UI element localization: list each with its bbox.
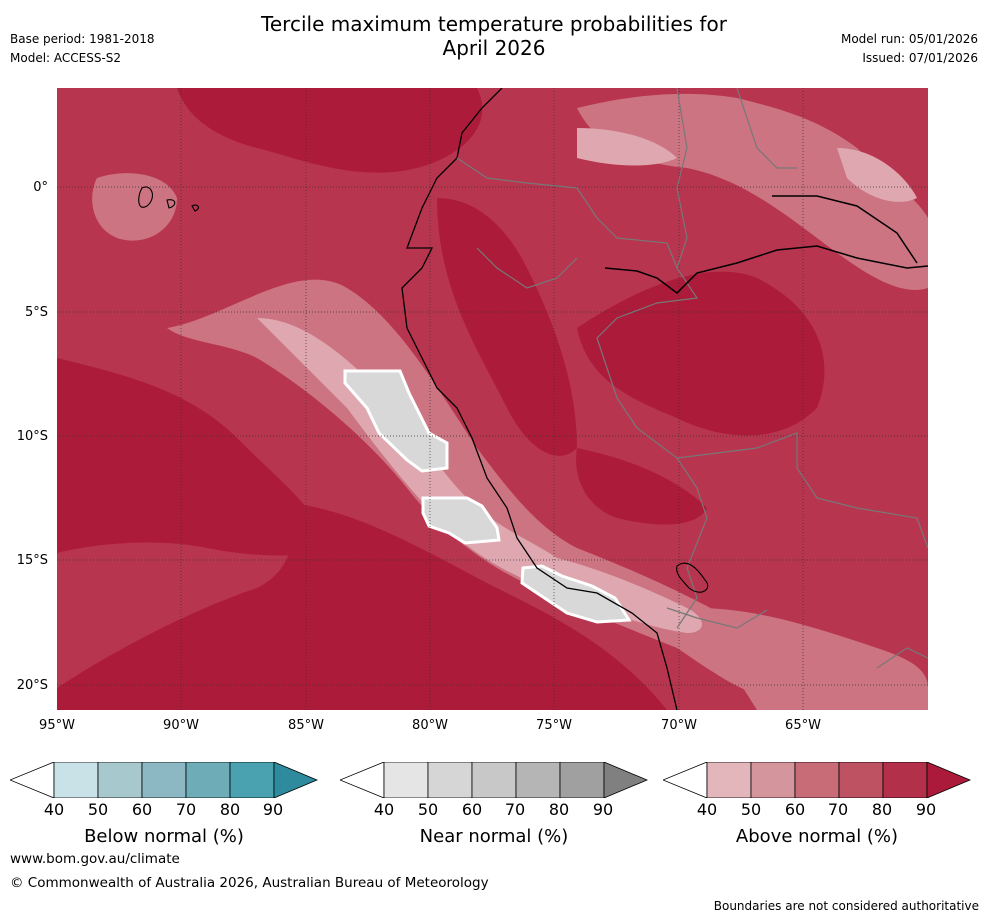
zone-near-normal-2	[421, 496, 501, 545]
zone-lighter-northeast	[577, 128, 917, 202]
zone-dark-ocean-south	[57, 503, 667, 710]
tick: 80	[871, 800, 893, 819]
tick: 40	[373, 800, 395, 819]
zone-dark-north	[177, 88, 483, 173]
zone-light-northeast	[577, 93, 928, 290]
colorbar-lower-extend	[340, 762, 385, 798]
zone-dark-andes	[437, 198, 577, 456]
tick: 60	[784, 800, 806, 819]
zone-near-normal-3	[520, 564, 632, 624]
lon-label-65w: 65°W	[785, 718, 821, 733]
map-title: Tercile maximum temperature probabilitie…	[0, 12, 988, 60]
meta-left: Base period: 1981-2018 Model: ACCESS-S2	[10, 30, 155, 68]
tick: 90	[915, 800, 937, 819]
lon-label-95w: 95°W	[39, 718, 75, 733]
colorbar-lower-extend	[10, 762, 55, 798]
colorbar-below-normal	[10, 762, 318, 798]
colorbar-above-normal	[663, 762, 971, 798]
disclaimer: Boundaries are not considered authoritat…	[713, 899, 979, 913]
tick: 70	[827, 800, 849, 819]
tick: 50	[417, 800, 439, 819]
colorbar-segment	[229, 762, 275, 798]
colorbar-lower-extend	[663, 762, 708, 798]
lon-label-85w: 85°W	[288, 718, 324, 733]
colorbar-upper-extend	[273, 762, 318, 798]
tick: 70	[175, 800, 197, 819]
tick: 60	[131, 800, 153, 819]
colorbar-near-normal	[340, 762, 648, 798]
lat-label-15s: 15°S	[16, 553, 48, 568]
lat-label-20s: 20°S	[16, 678, 48, 693]
tick: 50	[87, 800, 109, 819]
colorbar-segment	[882, 762, 928, 798]
colorbar-segment	[706, 762, 752, 798]
amazon-river	[604, 195, 928, 294]
lat-label-0: 0°	[33, 180, 48, 195]
website-link[interactable]: www.bom.gov.au/climate	[10, 851, 180, 867]
tick: 70	[504, 800, 526, 819]
colorbar-segment	[97, 762, 143, 798]
lat-label-10s: 10°S	[16, 429, 48, 444]
colorbar-upper-extend	[603, 762, 648, 798]
gridlines	[57, 88, 928, 710]
tick: 80	[548, 800, 570, 819]
base-period: Base period: 1981-2018	[10, 32, 155, 46]
title-line-1: Tercile maximum temperature probabilitie…	[261, 12, 727, 36]
title-line-2: April 2026	[442, 36, 546, 60]
meta-right: Model run: 05/01/2026 Issued: 07/01/2026	[841, 30, 978, 68]
colorbar-segment	[53, 762, 99, 798]
lake-titicaca	[676, 562, 709, 593]
colorbar-segment	[750, 762, 796, 798]
colorbar-segment	[427, 762, 473, 798]
zone-dark-bolivia	[576, 448, 707, 525]
colorbar-segment	[185, 762, 231, 798]
probability-map	[57, 88, 928, 710]
legend-title-above: Above normal (%)	[735, 826, 899, 847]
colorbar-segment	[515, 762, 561, 798]
tick: 40	[696, 800, 718, 819]
country-borders	[456, 88, 928, 669]
issued-date: Issued: 07/01/2026	[862, 51, 978, 65]
lon-label-70w: 70°W	[661, 718, 697, 733]
colorbar-segment	[383, 762, 429, 798]
lon-label-80w: 80°W	[412, 718, 448, 733]
colorbar-segment	[141, 762, 187, 798]
zone-near-normal-1	[343, 369, 449, 473]
colorbar-segment	[838, 762, 884, 798]
legend-title-below: Below normal (%)	[84, 826, 244, 847]
zone-dark-ocean-west	[57, 358, 327, 556]
tick: 80	[219, 800, 241, 819]
tick: 50	[740, 800, 762, 819]
colorbar-segment	[559, 762, 605, 798]
tick: 90	[262, 800, 284, 819]
coastline	[401, 88, 678, 710]
galapagos	[138, 186, 199, 212]
model-run: Model run: 05/01/2026	[840, 32, 978, 46]
tick: 40	[43, 800, 65, 819]
lon-label-90w: 90°W	[163, 718, 199, 733]
zone-light-south-east	[697, 608, 928, 710]
tick: 90	[592, 800, 614, 819]
zone-dark-amazon	[577, 271, 825, 436]
colorbar-segment	[794, 762, 840, 798]
copyright: © Commonwealth of Australia 2026, Austra…	[10, 875, 489, 891]
zone-light-galapagos	[92, 173, 177, 241]
model-name: Model: ACCESS-S2	[10, 51, 122, 65]
tick: 60	[461, 800, 483, 819]
lat-label-5s: 5°S	[24, 305, 48, 320]
colorbar-segment	[471, 762, 517, 798]
lon-label-75w: 75°W	[536, 718, 572, 733]
legend-title-near: Near normal (%)	[419, 826, 569, 847]
colorbar-upper-extend	[926, 762, 971, 798]
